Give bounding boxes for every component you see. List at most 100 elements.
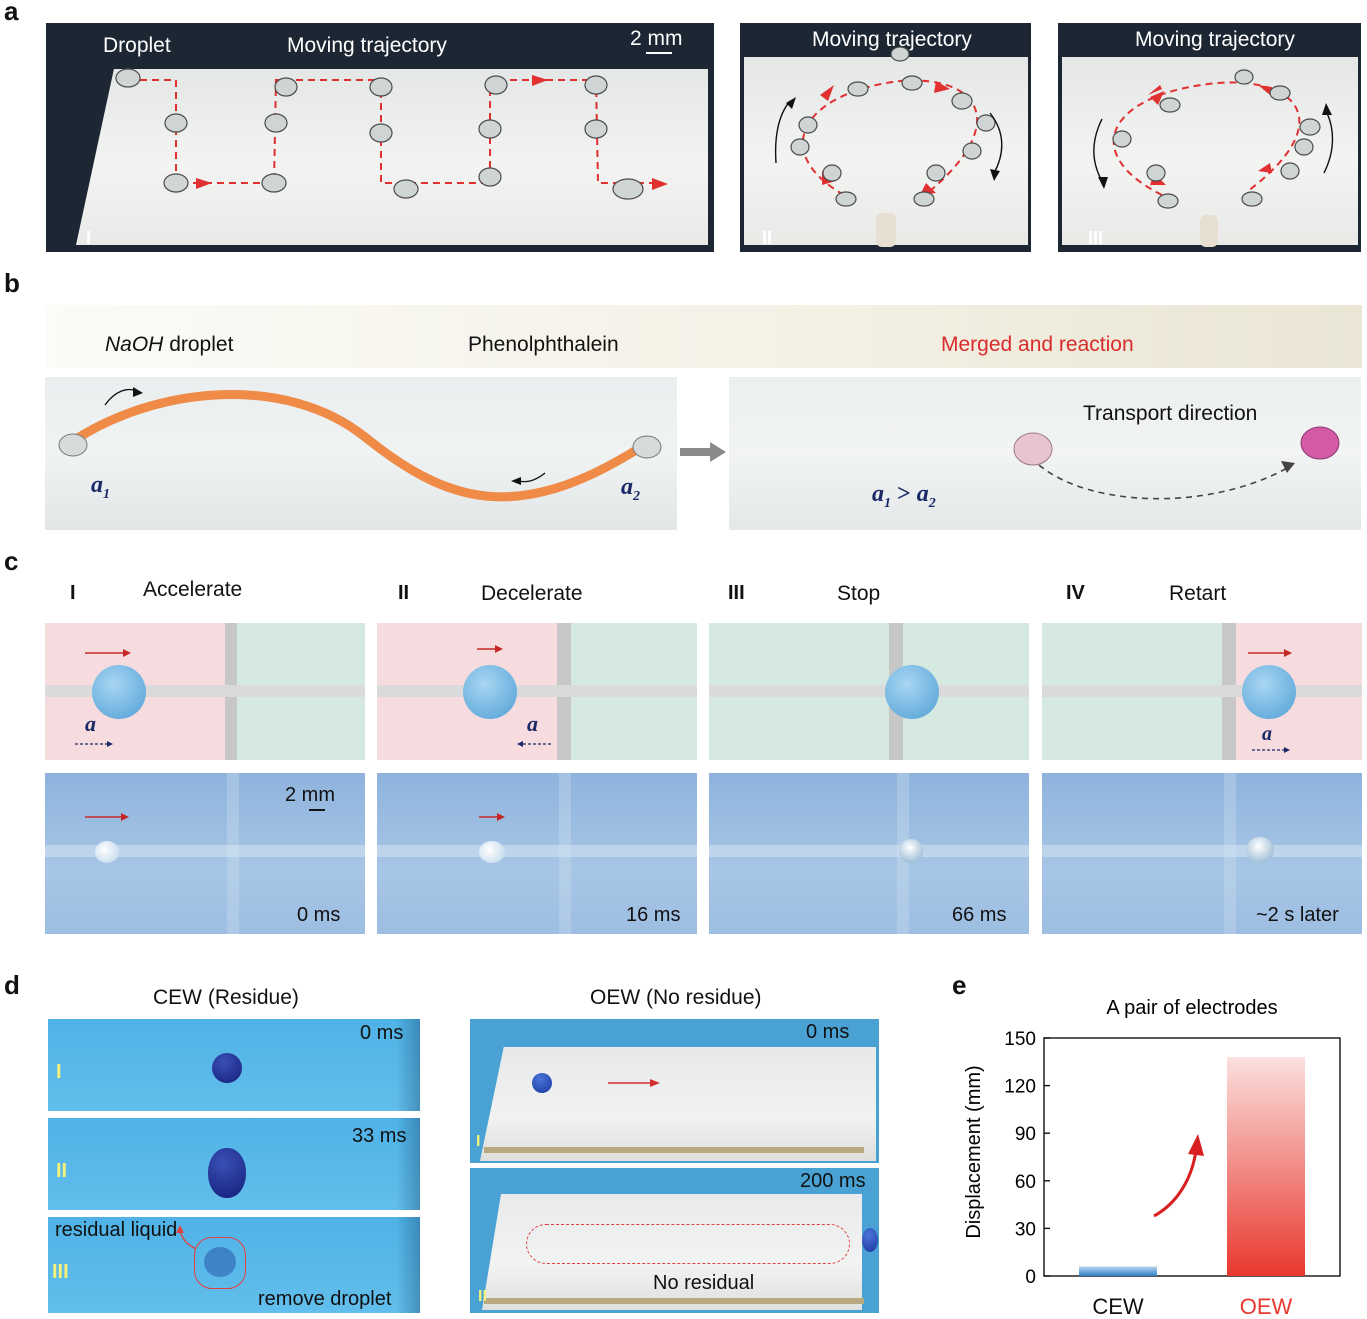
no-residual-label: No residual bbox=[653, 1272, 755, 1294]
grey-arrow-icon bbox=[680, 442, 726, 462]
oew-title: OEW (No residue) bbox=[590, 986, 762, 1009]
y-tick-label: 150 bbox=[1004, 1029, 1036, 1050]
y-tick-label: 120 bbox=[1004, 1077, 1036, 1098]
photo-a-i: Droplet Moving trajectory 2 mm I bbox=[46, 23, 714, 252]
trajectory-i bbox=[115, 52, 672, 200]
bars bbox=[1079, 1057, 1305, 1276]
photo-c-iii: 66 ms bbox=[709, 773, 1029, 934]
ineq-a1: a bbox=[872, 481, 884, 507]
panel-label-e: e bbox=[952, 970, 967, 1000]
accel-label: a bbox=[527, 711, 538, 736]
transport-direction-label: Transport direction bbox=[1083, 402, 1258, 425]
ineq-sub1: 1 bbox=[884, 495, 891, 511]
schematic-ii: a bbox=[377, 623, 697, 760]
time-label: 0 ms bbox=[297, 904, 341, 926]
bar-chart: A pair of electrodes Displacement (mm) 0… bbox=[963, 997, 1341, 1319]
roman-label: I bbox=[86, 228, 92, 248]
cew-frame-ii: II 33 ms bbox=[48, 1118, 420, 1210]
panel-label-b: b bbox=[4, 268, 20, 298]
x-tick-label-cew: CEW bbox=[1092, 1294, 1144, 1319]
droplet-label: Droplet bbox=[103, 34, 171, 57]
cew-title: CEW (Residue) bbox=[153, 986, 299, 1009]
oew-frame-ii: No residual II 200 ms bbox=[470, 1168, 879, 1313]
a2-label: a2 bbox=[621, 474, 640, 505]
roman-label: III bbox=[1088, 228, 1104, 248]
velocity-arrow-icon bbox=[85, 813, 129, 821]
panel-label-a: a bbox=[4, 0, 19, 26]
photo-c-ii: 16 ms bbox=[377, 773, 697, 934]
accel-arrow-icon bbox=[1252, 747, 1290, 753]
stage-roman: III bbox=[728, 582, 745, 604]
accel-label: a bbox=[1262, 723, 1272, 745]
panel-label-c: c bbox=[4, 546, 19, 576]
stage-label: Retart bbox=[1169, 582, 1227, 605]
bar-cew bbox=[1079, 1266, 1157, 1276]
y-ticks: 0 30 60 90 120 150 bbox=[1004, 1029, 1050, 1288]
stage-roman: IV bbox=[1066, 582, 1085, 604]
stage-label: Stop bbox=[837, 582, 881, 605]
a2-sub: 2 bbox=[633, 488, 640, 504]
ineq-gt: > bbox=[891, 481, 917, 507]
photo-a-ii: Moving trajectory II bbox=[740, 23, 1031, 252]
time-label: 16 ms bbox=[626, 904, 681, 926]
plot-frame bbox=[1043, 1037, 1341, 1277]
velocity-arrow-icon bbox=[85, 649, 131, 657]
schematic-i: a bbox=[45, 623, 365, 760]
a1-label: a1 bbox=[91, 472, 110, 503]
time-label: ~2 s later bbox=[1256, 904, 1339, 926]
stage-label: Accelerate bbox=[143, 578, 243, 601]
ineq-sub2: 2 bbox=[928, 495, 936, 511]
y-tick-label: 90 bbox=[1015, 1124, 1036, 1145]
roman-label: I bbox=[476, 1133, 481, 1150]
bar-oew bbox=[1227, 1057, 1305, 1276]
velocity-arrow-icon bbox=[608, 1079, 660, 1087]
residual-liquid-label: residual liquid bbox=[55, 1219, 178, 1241]
x-labels: CEW OEW bbox=[1092, 1294, 1292, 1319]
time-label: 200 ms bbox=[800, 1170, 866, 1192]
photo-b-left: a1 a2 bbox=[45, 377, 677, 530]
photo-c-i: 2 mm 0 ms bbox=[45, 773, 365, 934]
accel-arrow-icon bbox=[517, 741, 553, 747]
naoh-droplet-word: droplet bbox=[163, 333, 234, 356]
panel-label-d: d bbox=[4, 970, 20, 1000]
s-path bbox=[58, 387, 662, 502]
naoh-formula: NaOH bbox=[105, 333, 164, 356]
schematic-iii bbox=[709, 623, 1029, 760]
accel-label: a bbox=[85, 711, 96, 736]
accel-arrow-icon bbox=[75, 741, 113, 747]
time-label: 0 ms bbox=[360, 1022, 404, 1044]
y-tick-label: 30 bbox=[1015, 1219, 1036, 1240]
roman-label: II bbox=[762, 228, 773, 248]
residual-arrow-icon bbox=[176, 1225, 197, 1250]
schematic-iv: a bbox=[1042, 623, 1362, 760]
roman-label: II bbox=[56, 1160, 68, 1182]
phenolphthalein-label: Phenolphthalein bbox=[468, 333, 619, 356]
ineq-a2: a bbox=[916, 481, 929, 507]
trend-arrow-icon bbox=[1153, 1149, 1198, 1218]
scale-bar bbox=[309, 809, 325, 811]
remove-droplet-label: remove droplet bbox=[258, 1288, 392, 1310]
stage-label: Decelerate bbox=[481, 582, 583, 605]
velocity-arrow-icon bbox=[477, 645, 503, 653]
y-tick-label: 0 bbox=[1025, 1267, 1036, 1288]
scale-label: 2 mm bbox=[630, 27, 683, 50]
a1-letter: a bbox=[91, 472, 103, 498]
photo-c-iv: ~2 s later bbox=[1042, 773, 1362, 934]
transport-path bbox=[1013, 426, 1340, 500]
trend-arrowhead-icon bbox=[1188, 1134, 1204, 1156]
y-tick-label: 60 bbox=[1015, 1172, 1036, 1193]
photo-b-right: Transport direction a1 > a2 bbox=[729, 377, 1361, 530]
moving-trajectory-label: Moving trajectory bbox=[812, 28, 972, 51]
stage-roman: II bbox=[398, 582, 410, 604]
scale-label: 2 mm bbox=[285, 784, 335, 806]
a2-letter: a bbox=[621, 474, 633, 500]
naoh-label: NaOH droplet bbox=[105, 333, 233, 357]
cew-frame-i: I 0 ms bbox=[48, 1019, 420, 1111]
chart-title: A pair of electrodes bbox=[1106, 997, 1277, 1019]
time-label: 0 ms bbox=[806, 1021, 850, 1043]
inequality-label: a1 > a2 bbox=[872, 481, 936, 512]
oew-frame-i: I 0 ms bbox=[470, 1019, 879, 1163]
x-tick-label-oew: OEW bbox=[1240, 1294, 1293, 1319]
roman-label: I bbox=[56, 1061, 62, 1083]
cew-frame-iii: residual liquid III remove droplet bbox=[48, 1217, 420, 1313]
